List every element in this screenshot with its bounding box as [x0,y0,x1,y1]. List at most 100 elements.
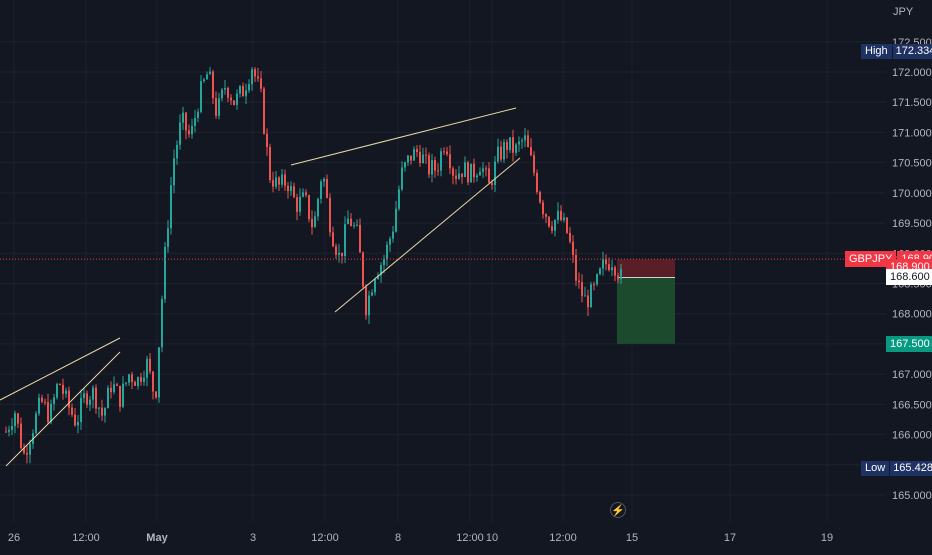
candle-body [254,69,256,77]
candle-body [440,151,442,171]
candle-body [176,144,178,159]
lightning-icon[interactable]: ⚡ [610,502,626,518]
time-tick-label: 10 [486,532,498,544]
candle-body [59,384,61,386]
candle-body [101,407,103,416]
price-chart[interactable] [0,0,886,522]
candle-body [68,390,70,408]
candle-body [116,384,118,386]
candle-body [143,377,145,382]
candle-body [245,90,247,97]
candle-body [293,186,295,198]
candle-body [479,171,481,176]
time-scale[interactable]: 26 12:00 May 3 12:00 8 12:00 10 12:00 15 17 19 [0,522,886,550]
trendline [290,107,517,166]
candle-body [182,112,184,123]
candle-body [449,154,451,169]
candle-body [614,267,616,276]
candle-body [518,141,520,145]
candle-body [548,216,550,227]
candle-body [590,284,592,308]
candle-body [80,397,82,423]
candle-body [389,238,391,245]
candle-body [581,282,583,296]
price-tick-label: 168.000 [892,309,932,321]
time-tick-label: May [146,532,168,544]
candle-body [512,137,514,153]
candle-body [113,384,115,393]
candle-body [578,280,580,283]
candle-body [209,71,211,75]
candle-body [560,210,562,221]
candle-body [446,151,448,155]
candle-body [83,393,85,398]
candle-body [197,111,199,118]
candle-body [428,155,430,175]
candle-body [524,135,526,141]
candle-body [569,232,571,242]
candle-body [545,214,547,217]
candle-body [383,259,385,266]
candle-body [296,197,298,212]
candle-body [332,232,334,247]
price-tick-label: 166.000 [892,430,932,442]
candle-body [203,79,205,82]
candle-body [185,112,187,131]
candle-body [149,358,151,372]
candle-body [269,146,271,181]
candle-body [422,154,424,163]
candle-body [260,78,262,89]
candle-body [278,177,280,185]
candle-body [482,168,484,172]
trendline [334,157,521,313]
candle-body [419,151,421,163]
candle-body [488,168,490,183]
candle-body [137,377,139,386]
candle-body [380,265,382,276]
candle-body [194,117,196,126]
candle-body [104,408,106,416]
high-price-label: High 172.334 [861,43,932,59]
candle-body [434,160,436,171]
candle-body [386,244,388,260]
symbol-name: GBPJPY [845,251,897,268]
candle-body [155,391,157,398]
candle-body [26,453,28,455]
candle-body [248,84,250,91]
candle-body [56,384,58,398]
candle-body [170,185,172,229]
chart-canvas[interactable] [0,0,886,522]
candle-body [281,174,283,185]
candle-body [158,347,160,398]
candle-body [374,278,376,293]
candle-body [146,358,148,378]
candle-body [521,140,523,142]
candle-body [239,86,241,94]
candle-body [506,142,508,150]
candle-body [53,397,55,404]
candle-body [536,172,538,193]
candle-body [539,192,541,203]
time-tick-label: 3 [250,532,256,544]
candle-body [515,144,517,153]
high-tag: High [861,43,892,59]
price-tick-label: 171.500 [892,97,932,109]
candle-body [461,173,463,178]
candle-body [398,189,400,209]
candle-body [467,162,469,183]
candle-body [551,226,553,231]
currency-label: JPY [893,6,914,18]
candle-body [50,403,52,423]
candle-body [77,422,79,426]
trendline [0,337,121,401]
low-tag: Low [861,461,890,477]
candle-body [299,196,301,212]
candle-body [41,397,43,402]
candle-body [38,397,40,414]
candle-body [500,146,502,160]
candle-body [395,208,397,232]
candle-body [221,89,223,99]
high-value: 172.334 [892,43,932,59]
candle-body [44,401,46,403]
time-tick-label: 12:00 [456,532,484,544]
